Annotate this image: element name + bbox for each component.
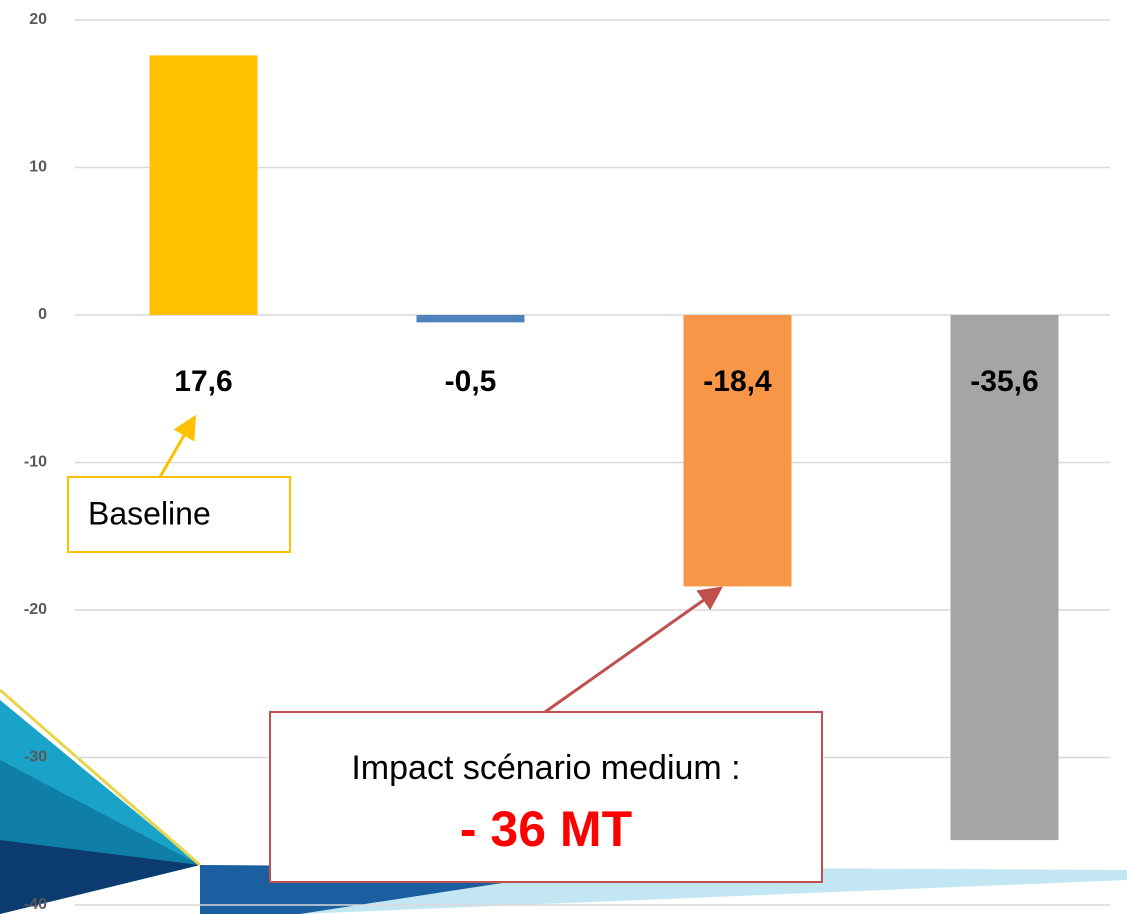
annotation-box: [269, 711, 823, 883]
data-label: -0,5: [445, 365, 497, 398]
data-label: -35,6: [970, 365, 1038, 398]
bars: [149, 55, 1059, 841]
bar: [683, 315, 792, 587]
data-label: -18,4: [703, 365, 772, 398]
y-tick-label: -10: [24, 454, 47, 471]
y-tick-label: -20: [24, 601, 47, 618]
annotation-box: [67, 476, 291, 553]
bar: [950, 315, 1059, 841]
annotation: - 36 MT: [460, 801, 632, 857]
y-tick-label: -40: [24, 896, 47, 913]
y-tick-label: 0: [38, 306, 47, 323]
data-label: 17,6: [174, 365, 232, 398]
y-tick-label: 20: [29, 11, 47, 28]
bar: [149, 55, 258, 316]
arrow: [544, 586, 723, 714]
annotation: Baseline: [88, 495, 211, 531]
y-tick-label: -30: [24, 749, 47, 766]
y-tick-label: 10: [29, 159, 47, 176]
annotation: Impact scénario medium :: [351, 749, 740, 787]
bar: [416, 315, 525, 323]
arrow: [158, 414, 197, 478]
